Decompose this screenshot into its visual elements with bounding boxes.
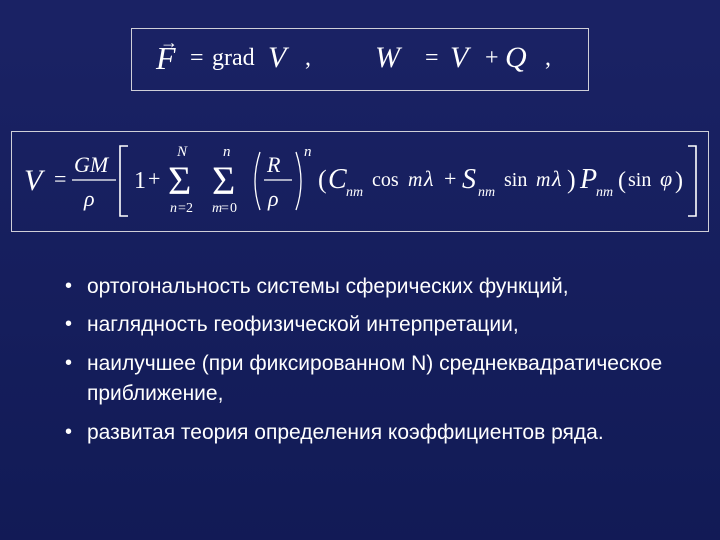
sym-W: W [375, 41, 403, 74]
sym-eq1: = [190, 45, 204, 71]
sym2-sin2: sin [628, 169, 651, 191]
sig1-bot-var: n [170, 201, 177, 216]
sym2-Csub: nm [346, 185, 363, 200]
equation-2-svg: V = GM ρ 1 + Σ N n = 2 Σ n m = 0 R [20, 138, 700, 224]
sym2-V: V [24, 164, 46, 197]
sig1-bot-eq: = [178, 201, 186, 216]
sig2-top: n [223, 144, 231, 160]
bullet-text-4: развитая теория определения коэффициенто… [87, 421, 604, 444]
list-item: ортогональность системы сферических функ… [65, 272, 680, 302]
sigma-2: Σ [212, 158, 235, 203]
paren-l-1 [255, 152, 260, 210]
sym-plus: + [485, 45, 499, 71]
sym2-eq: = [54, 166, 66, 191]
sym2-S: S [462, 164, 476, 195]
sym-V1: V [268, 41, 290, 74]
equation-1-svg: → F = grad V , W = V + Q , [150, 35, 570, 79]
sym2-GM: GM [74, 152, 110, 177]
sym-Q: Q [505, 41, 527, 74]
paren-r-1 [296, 152, 301, 210]
sym2-lpar2: ( [618, 168, 626, 194]
sym-F: F [155, 40, 176, 76]
sym2-R: R [266, 152, 281, 177]
sym-grad: grad [212, 45, 255, 71]
equation-2-box: V = GM ρ 1 + Σ N n = 2 Σ n m = 0 R [11, 131, 709, 232]
sym2-rpar2: ) [675, 168, 683, 194]
sym2-lam2: λ [551, 166, 562, 191]
equation-2-container: V = GM ρ 1 + Σ N n = 2 Σ n m = 0 R [0, 131, 720, 232]
sym-comma2: , [545, 45, 551, 71]
sym2-lpar: ( [318, 165, 327, 194]
list-item: наилучшее (при фиксированном N) среднекв… [65, 349, 680, 410]
sym2-cos: cos [372, 169, 399, 191]
sym-V2: V [450, 41, 472, 74]
sig2-bot-val: 0 [230, 201, 237, 216]
sym2-m2: m [536, 169, 550, 191]
sym2-plus1: + [148, 166, 160, 191]
list-item: развитая теория определения коэффициенто… [65, 418, 680, 448]
sym2-sin: sin [504, 169, 527, 191]
bracket-right [688, 146, 696, 216]
sym2-lam1: λ [423, 166, 434, 191]
bracket-left [120, 146, 128, 216]
bullet-list: ортогональность системы сферических функ… [65, 272, 680, 448]
sym2-rpar: ) [567, 165, 576, 194]
sym2-phi: φ [660, 166, 672, 191]
sym2-pow-n: n [304, 144, 312, 160]
sym2-rho1: ρ [83, 186, 95, 211]
sym2-plus2: + [444, 166, 456, 191]
sym2-P: P [579, 164, 597, 195]
equation-1-box: → F = grad V , W = V + Q , [131, 28, 589, 91]
list-item: наглядность геофизической интерпретации, [65, 310, 680, 340]
equation-1-container: → F = grad V , W = V + Q , [0, 28, 720, 91]
sym2-m1: m [408, 169, 422, 191]
sig2-bot-eq: = [221, 201, 229, 216]
sym2-Psub: nm [596, 185, 613, 200]
sym2-Ssub: nm [478, 185, 495, 200]
bullet-text-2: наглядность геофизической интерпретации, [87, 313, 519, 336]
bullet-text-1: ортогональность системы сферических функ… [87, 275, 569, 298]
sym2-one: 1 [134, 168, 146, 194]
sym2-rho2: ρ [267, 186, 279, 211]
sym-comma1: , [305, 45, 311, 71]
sig1-top: N [176, 144, 188, 160]
sym2-C: C [328, 164, 347, 195]
bullet-text-3: наилучшее (при фиксированном N) среднекв… [87, 352, 662, 405]
sig1-bot-val: 2 [186, 201, 193, 216]
sym-eq2: = [425, 45, 439, 71]
sigma-1: Σ [168, 158, 191, 203]
